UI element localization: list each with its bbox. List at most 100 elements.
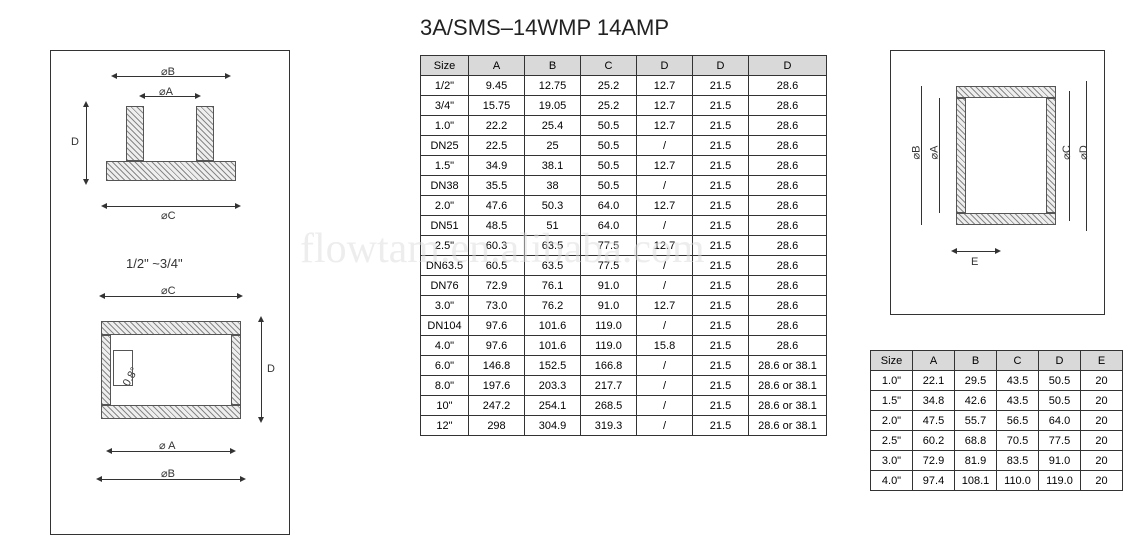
table-row: 6.0"146.8152.5166.8/21.528.6 or 38.1 (421, 356, 827, 376)
table-cell: 76.2 (525, 296, 581, 316)
main-spec-table: SizeABCDDD 1/2"9.4512.7525.212.721.528.6… (420, 55, 827, 436)
table-cell: 47.5 (913, 411, 955, 431)
table-row: 2.5"60.363.577.512.721.528.6 (421, 236, 827, 256)
col-header: B (955, 351, 997, 371)
table-row: DN10497.6101.6119.0/21.528.6 (421, 316, 827, 336)
table-cell: 28.6 or 38.1 (749, 356, 827, 376)
table-cell: 56.5 (997, 411, 1039, 431)
table-cell: 247.2 (469, 396, 525, 416)
table-cell: 166.8 (581, 356, 637, 376)
table-cell: 55.7 (955, 411, 997, 431)
table-cell: 119.0 (581, 316, 637, 336)
table-row: DN5148.55164.0/21.528.6 (421, 216, 827, 236)
table-cell: 77.5 (581, 236, 637, 256)
table-cell: 72.9 (469, 276, 525, 296)
table-cell: 3/4" (421, 96, 469, 116)
table-cell: 12.7 (637, 76, 693, 96)
table-cell: 25 (525, 136, 581, 156)
table-row: 4.0"97.6101.6119.015.821.528.6 (421, 336, 827, 356)
table-cell: 319.3 (581, 416, 637, 436)
table-cell: 1.5" (871, 391, 913, 411)
table-cell: 91.0 (581, 276, 637, 296)
table-cell: 21.5 (693, 236, 749, 256)
table-cell: 48.5 (469, 216, 525, 236)
table-row: 4.0"97.4108.1110.0119.020 (871, 471, 1123, 491)
table-cell: 77.5 (581, 256, 637, 276)
table-cell: 21.5 (693, 136, 749, 156)
table-cell: 9.45 (469, 76, 525, 96)
table-row: 3.0"73.076.291.012.721.528.6 (421, 296, 827, 316)
table-cell: 21.5 (693, 276, 749, 296)
table-row: 8.0"197.6203.3217.7/21.528.6 or 38.1 (421, 376, 827, 396)
table-cell: 12.7 (637, 236, 693, 256)
table-cell: 12" (421, 416, 469, 436)
table-cell: / (637, 376, 693, 396)
table-cell: 91.0 (1039, 451, 1081, 471)
table-cell: 12.7 (637, 296, 693, 316)
table-cell: 19.05 (525, 96, 581, 116)
left-diagram-box: ⌀B ⌀A D ⌀C 1/2" ~3/4" ⌀C 0.8° D ⌀ A ⌀B (50, 50, 290, 535)
table-cell: 28.6 (749, 136, 827, 156)
table-cell: 60.5 (469, 256, 525, 276)
table-row: 2.5"60.268.870.577.520 (871, 431, 1123, 451)
table-cell: 34.9 (469, 156, 525, 176)
table-cell: 101.6 (525, 336, 581, 356)
page-title: 3A/SMS–14WMP 14AMP (420, 15, 669, 41)
table-cell: 50.5 (581, 176, 637, 196)
table-cell: 97.6 (469, 316, 525, 336)
table-cell: 63.5 (525, 256, 581, 276)
table-cell: / (637, 276, 693, 296)
table-cell: 28.6 or 38.1 (749, 396, 827, 416)
table-cell: 25.2 (581, 96, 637, 116)
table-row: DN2522.52550.5/21.528.6 (421, 136, 827, 156)
table-cell: / (637, 316, 693, 336)
dim-label-a2: ⌀ A (159, 439, 175, 452)
table-cell: 10" (421, 396, 469, 416)
table-cell: 1.0" (871, 371, 913, 391)
table-cell: 28.6 (749, 196, 827, 216)
table-cell: 22.1 (913, 371, 955, 391)
table-cell: 70.5 (997, 431, 1039, 451)
table-row: 10"247.2254.1268.5/21.528.6 or 38.1 (421, 396, 827, 416)
table-cell: DN104 (421, 316, 469, 336)
col-header: Size (871, 351, 913, 371)
right-diagram-box: ⌀B ⌀A ⌀C ⌀D E (890, 50, 1105, 315)
table-cell: 34.8 (913, 391, 955, 411)
table-cell: 101.6 (525, 316, 581, 336)
col-header: B (525, 56, 581, 76)
table-cell: 2.5" (421, 236, 469, 256)
table-row: 2.0"47.650.364.012.721.528.6 (421, 196, 827, 216)
table-cell: 12.7 (637, 156, 693, 176)
table-cell: / (637, 416, 693, 436)
table-cell: 21.5 (693, 96, 749, 116)
table-cell: 1.0" (421, 116, 469, 136)
table-cell: 20 (1081, 451, 1123, 471)
table-cell: DN25 (421, 136, 469, 156)
table-cell: 28.6 (749, 256, 827, 276)
table-cell: 28.6 (749, 96, 827, 116)
dim-label-rc: ⌀C (1060, 145, 1073, 160)
dim-label-c: ⌀C (161, 209, 176, 222)
table-cell: 28.6 (749, 316, 827, 336)
table-cell: 42.6 (955, 391, 997, 411)
table-row: 1.0"22.129.543.550.520 (871, 371, 1123, 391)
table-row: DN3835.53850.5/21.528.6 (421, 176, 827, 196)
table-row: 1.5"34.938.150.512.721.528.6 (421, 156, 827, 176)
table-cell: 21.5 (693, 196, 749, 216)
dim-label-d: D (71, 136, 79, 148)
table-cell: 64.0 (1039, 411, 1081, 431)
table-cell: 50.5 (1039, 371, 1081, 391)
table-row: 12"298304.9319.3/21.528.6 or 38.1 (421, 416, 827, 436)
table-row: 3/4"15.7519.0525.212.721.528.6 (421, 96, 827, 116)
table-cell: 22.2 (469, 116, 525, 136)
table-cell: 21.5 (693, 356, 749, 376)
table-row: 1/2"9.4512.7525.212.721.528.6 (421, 76, 827, 96)
table-cell: 21.5 (693, 156, 749, 176)
dim-label-b: ⌀B (161, 65, 175, 78)
col-header: E (1081, 351, 1123, 371)
table-cell: 3.0" (871, 451, 913, 471)
table-cell: 298 (469, 416, 525, 436)
table-cell: 28.6 (749, 176, 827, 196)
table-cell: 119.0 (1039, 471, 1081, 491)
table-cell: 38.1 (525, 156, 581, 176)
